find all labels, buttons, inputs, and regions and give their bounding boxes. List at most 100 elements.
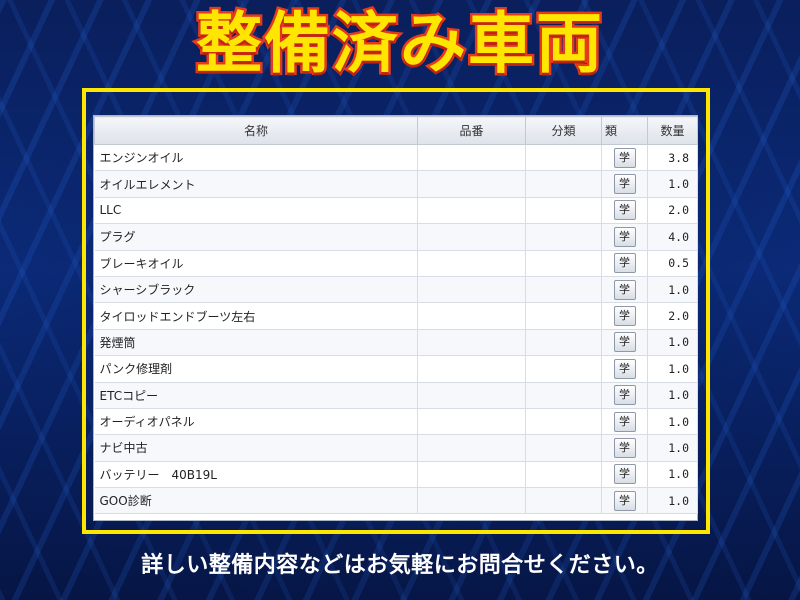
cell-category[interactable]	[525, 302, 602, 330]
category-lookup-button[interactable]: 学	[613, 490, 636, 511]
cell-quantity: 2.0	[647, 302, 698, 330]
cell-name: ナビ中古	[94, 434, 418, 462]
cell-quantity: 1.0	[647, 461, 698, 489]
cell-part-no[interactable]	[417, 408, 526, 436]
cell-name: オーディオパネル	[94, 408, 418, 436]
cell-name: エンジンオイル	[94, 144, 418, 172]
category-lookup-button[interactable]: 学	[613, 411, 636, 432]
headline-title: 整備済み車両	[194, 3, 605, 85]
parts-table: 名称 品番 分類 類 数量 エンジンオイル学 3.8 オイルエレメント学 1.0 LLC…	[94, 116, 698, 515]
cell-name: タイロッドエンドブーツ左右	[94, 302, 418, 330]
category-lookup-button[interactable]: 学	[613, 253, 636, 274]
cell-category[interactable]	[525, 434, 602, 462]
cell-type: 学	[601, 408, 648, 436]
category-lookup-button[interactable]: 学	[613, 306, 636, 327]
yellow-frame	[82, 88, 710, 534]
cell-category[interactable]	[525, 355, 602, 383]
category-lookup-button[interactable]: 学	[613, 385, 636, 406]
cell-part-no[interactable]	[417, 355, 526, 383]
cell-part-no[interactable]	[417, 461, 526, 489]
cell-type: 学	[601, 382, 648, 409]
table-row[interactable]: ナビ中古 学 1.0	[94, 434, 698, 462]
cell-part-no[interactable]	[417, 170, 526, 198]
cell-category[interactable]	[525, 487, 602, 515]
category-lookup-button[interactable]: 学	[613, 464, 636, 485]
cell-quantity: 1.0	[647, 382, 698, 409]
cell-category[interactable]	[525, 197, 602, 225]
cell-quantity: 0.5	[647, 250, 698, 277]
table-row[interactable]: シャーシブラック 学 1.0	[94, 276, 698, 304]
category-lookup-button[interactable]: 学	[613, 358, 636, 379]
column-header-type[interactable]: 類	[601, 116, 648, 145]
cell-part-no[interactable]	[417, 276, 526, 304]
cell-name: シャーシブラック	[94, 276, 418, 304]
cell-type: 学	[601, 329, 648, 357]
table-row[interactable]: パンク修理剤 学 1.0	[94, 355, 698, 383]
table-row[interactable]: LLC 学 2.0	[94, 197, 698, 225]
category-lookup-button[interactable]: 学	[613, 174, 636, 195]
category-lookup-button[interactable]: 学	[613, 147, 636, 168]
table-row[interactable]: プラグ 学 4.0	[94, 223, 698, 251]
column-header-quantity[interactable]: 数量	[647, 116, 698, 145]
contact-footer-text: 詳しい整備内容などはお気軽にお問合せください。	[141, 553, 659, 578]
cell-name: ETCコピー	[94, 382, 418, 409]
table-row[interactable]: ETCコピー 学 1.0	[94, 382, 698, 409]
cell-name: 発煙筒	[94, 329, 418, 357]
cell-category[interactable]	[525, 276, 602, 304]
cell-quantity: 1.0	[647, 170, 698, 198]
cell-type: 学	[601, 250, 648, 277]
cell-type: 学	[601, 197, 648, 225]
cell-category[interactable]	[525, 250, 602, 277]
cell-category[interactable]	[525, 382, 602, 409]
cell-type: 学	[601, 302, 648, 330]
cell-part-no[interactable]	[417, 197, 526, 225]
cell-category[interactable]	[525, 144, 602, 172]
cell-category[interactable]	[525, 461, 602, 489]
cell-type: 学	[601, 461, 648, 489]
cell-type: 学	[601, 355, 648, 383]
category-lookup-button[interactable]: 学	[613, 332, 636, 353]
table-row[interactable]: ブレーキオイル 学 0.5	[94, 250, 698, 277]
cell-quantity: 4.0	[647, 223, 698, 251]
cell-part-no[interactable]	[417, 302, 526, 330]
cell-quantity: 3.8	[647, 144, 698, 172]
cell-category[interactable]	[525, 408, 602, 436]
cell-category[interactable]	[525, 170, 602, 198]
cell-quantity: 1.0	[647, 487, 698, 515]
cell-part-no[interactable]	[417, 223, 526, 251]
cell-type: 学	[601, 434, 648, 462]
cell-name: ブレーキオイル	[94, 250, 418, 277]
cell-part-no[interactable]	[417, 250, 526, 277]
category-lookup-button[interactable]: 学	[613, 279, 636, 300]
table-row[interactable]: バッテリー 40B19L 学 1.0	[94, 461, 698, 489]
cell-part-no[interactable]	[417, 434, 526, 462]
cell-quantity: 2.0	[647, 197, 698, 225]
category-lookup-button[interactable]: 学	[613, 200, 636, 221]
cell-quantity: 1.0	[647, 408, 698, 436]
column-header-category[interactable]: 分類	[525, 116, 602, 145]
cell-category[interactable]	[525, 223, 602, 251]
cell-name: オイルエレメント	[94, 170, 418, 198]
table-row[interactable]: エンジンオイル 学 3.8	[94, 144, 698, 172]
cell-name: パンク修理剤	[94, 355, 418, 383]
column-header-part-no[interactable]: 品番	[417, 116, 526, 145]
category-lookup-button[interactable]: 学	[613, 226, 636, 247]
table-row[interactable]: GOO診断 学 1.0	[94, 487, 698, 515]
cell-name: GOO診断	[94, 487, 418, 515]
column-header-name[interactable]: 名称	[94, 116, 418, 145]
cell-type: 学	[601, 144, 648, 172]
cell-name: プラグ	[94, 223, 418, 251]
cell-part-no[interactable]	[417, 382, 526, 409]
table-row[interactable]: タイロッドエンドブーツ左右 学 2.0	[94, 302, 698, 330]
category-lookup-button[interactable]: 学	[613, 437, 636, 458]
cell-part-no[interactable]	[417, 144, 526, 172]
cell-category[interactable]	[525, 329, 602, 357]
cell-type: 学	[601, 487, 648, 515]
cell-quantity: 1.0	[647, 434, 698, 462]
table-row[interactable]: オイルエレメント 学 1.0	[94, 170, 698, 198]
cell-part-no[interactable]	[417, 329, 526, 357]
cell-quantity: 1.0	[647, 329, 698, 357]
table-row[interactable]: 発煙筒 学 1.0	[94, 329, 698, 357]
cell-part-no[interactable]	[417, 487, 526, 515]
table-row[interactable]: オーディオパネル 学 1.0	[94, 408, 698, 436]
